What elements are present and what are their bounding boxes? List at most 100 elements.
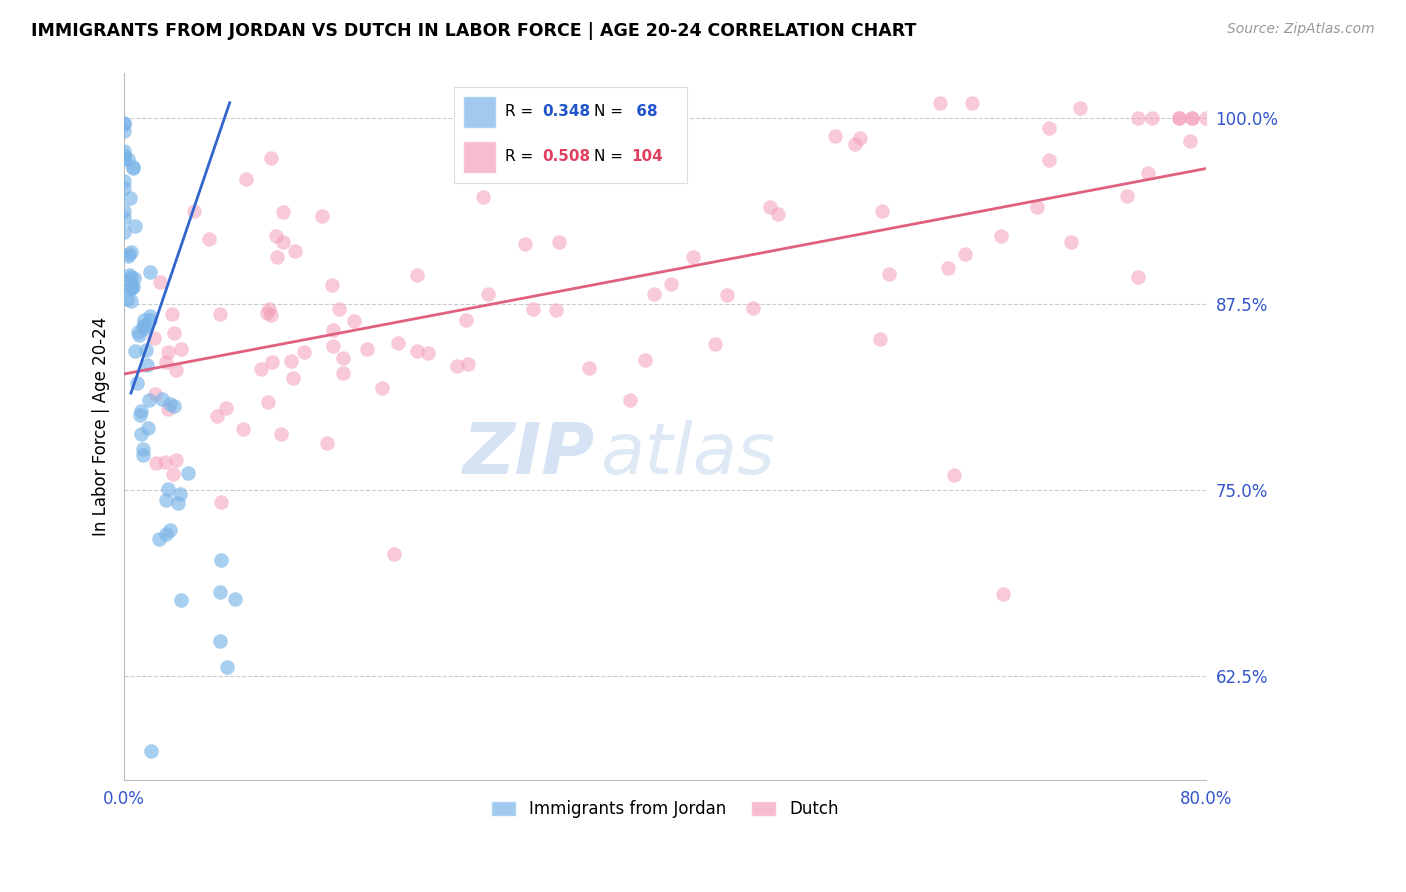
Point: [703, 337, 725, 351]
Point: [990, 229, 1012, 244]
Point: [928, 95, 950, 110]
Point: [132, 319, 155, 334]
Point: [159, 396, 181, 410]
Point: [129, 409, 152, 423]
Point: [156, 401, 179, 416]
Y-axis label: In Labor Force | Age 20-24: In Labor Force | Age 20-24: [93, 317, 110, 536]
Point: [824, 128, 846, 143]
Point: [160, 307, 183, 321]
Point: [848, 131, 870, 145]
Point: [343, 314, 366, 328]
Point: [149, 275, 172, 289]
Point: [1137, 166, 1160, 180]
Point: [273, 235, 295, 249]
Point: [472, 190, 495, 204]
Point: [619, 393, 641, 408]
Point: [283, 371, 305, 385]
Point: [382, 547, 405, 561]
Point: [256, 306, 278, 320]
Point: [120, 269, 142, 284]
Point: [953, 246, 976, 260]
Point: [259, 302, 281, 317]
Point: [148, 532, 170, 546]
Point: [271, 204, 294, 219]
Point: [143, 331, 166, 345]
Point: [157, 345, 180, 359]
Point: [1038, 121, 1060, 136]
Point: [328, 301, 350, 316]
Legend: Immigrants from Jordan, Dutch: Immigrants from Jordan, Dutch: [484, 794, 846, 825]
Point: [270, 426, 292, 441]
Point: [162, 467, 184, 481]
Point: [634, 352, 657, 367]
Point: [766, 206, 789, 220]
Point: [112, 144, 135, 158]
Point: [643, 287, 665, 301]
Point: [112, 211, 135, 225]
Point: [118, 282, 141, 296]
Point: [256, 395, 278, 409]
Point: [943, 468, 966, 483]
Point: [121, 278, 143, 293]
Point: [124, 271, 146, 285]
Point: [446, 359, 468, 373]
Point: [641, 139, 664, 153]
Point: [1116, 189, 1139, 203]
Point: [132, 448, 155, 462]
Point: [209, 307, 232, 321]
Point: [322, 323, 344, 337]
Point: [332, 351, 354, 365]
Point: [235, 172, 257, 186]
Point: [1026, 200, 1049, 214]
Point: [869, 332, 891, 346]
Point: [112, 152, 135, 166]
Point: [1128, 111, 1150, 125]
Point: [112, 148, 135, 162]
Point: [370, 381, 392, 395]
Text: ZIP: ZIP: [463, 420, 595, 490]
Text: IMMIGRANTS FROM JORDAN VS DUTCH IN LABOR FORCE | AGE 20-24 CORRELATION CHART: IMMIGRANTS FROM JORDAN VS DUTCH IN LABOR…: [31, 22, 917, 40]
Point: [454, 313, 477, 327]
Point: [145, 457, 167, 471]
Point: [209, 585, 232, 599]
Point: [1060, 235, 1083, 249]
Point: [513, 237, 536, 252]
Point: [292, 345, 315, 359]
Point: [134, 320, 156, 334]
Point: [128, 328, 150, 343]
Point: [284, 244, 307, 258]
Point: [132, 313, 155, 327]
Point: [215, 401, 238, 415]
Point: [112, 151, 135, 165]
Point: [741, 301, 763, 315]
Point: [132, 442, 155, 457]
Point: [1181, 111, 1204, 125]
Point: [120, 293, 142, 308]
Point: [249, 362, 271, 376]
Point: [406, 344, 429, 359]
Point: [1038, 153, 1060, 167]
Point: [159, 524, 181, 538]
Point: [129, 426, 152, 441]
Point: [280, 354, 302, 368]
Point: [117, 153, 139, 167]
Point: [259, 151, 281, 165]
Point: [547, 235, 569, 249]
Point: [112, 117, 135, 131]
Point: [124, 219, 146, 233]
Point: [682, 250, 704, 264]
Point: [112, 116, 135, 130]
Point: [124, 344, 146, 359]
Point: [1195, 111, 1218, 125]
Point: [170, 592, 193, 607]
Point: [112, 181, 135, 195]
Point: [155, 355, 177, 369]
Point: [177, 466, 200, 480]
Point: [139, 312, 162, 326]
Point: [217, 660, 239, 674]
Point: [156, 483, 179, 497]
Point: [136, 421, 159, 435]
Point: [163, 399, 186, 413]
Point: [169, 487, 191, 501]
Point: [138, 392, 160, 407]
